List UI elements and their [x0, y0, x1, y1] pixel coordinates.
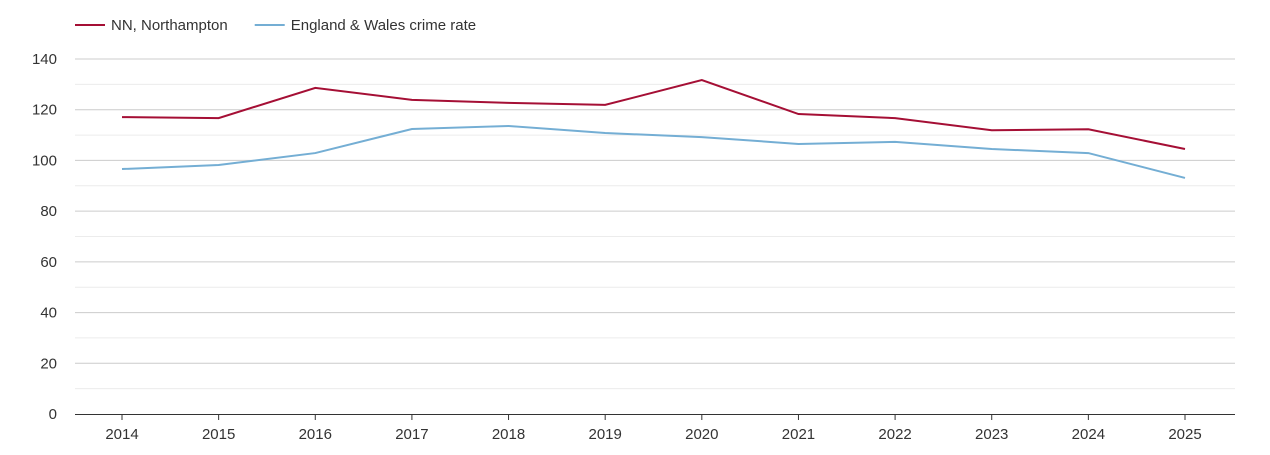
data-point[interactable] [699, 77, 705, 83]
data-point[interactable] [409, 97, 415, 103]
data-point[interactable] [795, 141, 801, 147]
data-point[interactable] [892, 115, 898, 121]
data-point[interactable] [699, 134, 705, 140]
y-tick-label: 0 [49, 406, 57, 423]
series-line-0 [121, 79, 1186, 150]
data-point[interactable] [1085, 126, 1091, 132]
data-point[interactable] [506, 123, 512, 129]
data-point[interactable] [892, 139, 898, 145]
y-tick-label: 140 [32, 51, 57, 68]
data-point[interactable] [602, 130, 608, 136]
data-point[interactable] [409, 126, 415, 132]
x-tick-label: 2014 [105, 426, 138, 443]
legend: NN, Northampton England & Wales crime rat… [75, 17, 476, 34]
x-tick-label: 2017 [395, 426, 428, 443]
x-tick-label: 2022 [878, 426, 911, 443]
x-tick-label: 2019 [588, 426, 621, 443]
data-point[interactable] [989, 146, 995, 152]
y-tick-label: 100 [32, 152, 57, 169]
y-tick-label: 60 [40, 254, 57, 271]
x-tick-label: 2023 [975, 426, 1008, 443]
y-tick-label: 40 [40, 305, 57, 322]
data-point[interactable] [119, 166, 125, 172]
series-lines [119, 77, 1188, 181]
data-point[interactable] [216, 115, 222, 121]
legend-label[interactable]: NN, Northampton [111, 17, 228, 34]
x-tick-label: 2025 [1168, 426, 1201, 443]
x-tick-label: 2020 [685, 426, 718, 443]
x-tick-label: 2015 [202, 426, 235, 443]
data-point[interactable] [216, 162, 222, 168]
y-tick-label: 120 [32, 102, 57, 119]
x-tick-label: 2024 [1072, 426, 1105, 443]
y-axis: 0 20 40 60 80 100 120 140 [32, 51, 57, 423]
data-point[interactable] [989, 127, 995, 133]
series-line-1 [121, 124, 1186, 179]
data-point[interactable] [312, 85, 318, 91]
y-tick-label: 80 [40, 203, 57, 220]
data-point[interactable] [1182, 146, 1188, 152]
data-point[interactable] [795, 111, 801, 117]
gridlines [75, 58, 1235, 415]
data-point[interactable] [1085, 150, 1091, 156]
data-point[interactable] [119, 114, 125, 120]
y-tick-label: 20 [40, 355, 57, 372]
data-point[interactable] [602, 102, 608, 108]
x-tick-label: 2018 [492, 426, 525, 443]
data-point[interactable] [1182, 175, 1188, 181]
x-axis: 2014 2015 2016 2017 2018 2019 2020 2021 2022 2023… [105, 414, 1202, 443]
x-tick-label: 2016 [299, 426, 332, 443]
data-point[interactable] [312, 150, 318, 156]
x-tick-label: 2021 [782, 426, 815, 443]
data-point[interactable] [506, 100, 512, 106]
legend-label[interactable]: England & Wales crime rate [291, 17, 476, 34]
